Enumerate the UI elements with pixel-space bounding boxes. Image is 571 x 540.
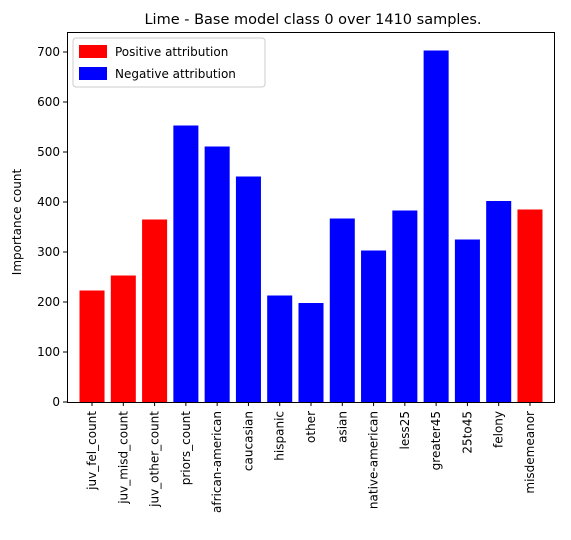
bar-hispanic [267, 295, 293, 402]
x-tick-label: native-american [367, 411, 381, 509]
bars-group [79, 50, 543, 402]
legend-label: Negative attribution [115, 67, 236, 81]
x-tick-label: asian [335, 411, 349, 443]
x-tick-label: 25to45 [460, 411, 474, 454]
legend-box [72, 37, 266, 88]
y-tick-label: 400 [37, 195, 60, 209]
x-tick-label: caucasian [241, 411, 255, 471]
bar-caucasian [235, 176, 261, 402]
y-tick-label: 600 [37, 95, 60, 109]
x-tick-label: greater45 [429, 411, 443, 470]
legend-swatch [79, 45, 107, 58]
bar-priors_count [173, 125, 199, 402]
bar-juv_misd_count [110, 275, 136, 402]
bar-juv_other_count [142, 219, 168, 402]
bar-african-american [204, 146, 230, 402]
y-tick-label: 0 [52, 395, 60, 409]
bar-greater45 [423, 50, 449, 402]
x-tick-label: less25 [398, 411, 412, 450]
x-tick-label: felony [492, 411, 506, 448]
bar-felony [486, 201, 512, 402]
bar-asian [329, 218, 355, 402]
bar-misdemeanor [517, 209, 543, 402]
y-tick-label: 300 [37, 245, 60, 259]
bar-25to45 [454, 239, 480, 402]
chart-title: Lime - Base model class 0 over 1410 samp… [144, 12, 481, 28]
x-tick-label: juv_other_count [148, 411, 162, 508]
y-tick-label: 200 [37, 295, 60, 309]
bar-native-american [361, 250, 387, 402]
y-axis-ticks: 0 100 200 300 400 500 600 700 [37, 45, 67, 409]
y-tick-label: 700 [37, 45, 60, 59]
y-tick-label: 500 [37, 145, 60, 159]
plot-frame [67, 32, 555, 403]
x-tick-label: misdemeanor [523, 411, 537, 494]
bar-other [298, 303, 324, 402]
x-tick-label: other [304, 411, 318, 443]
bar-less25 [392, 210, 418, 402]
x-tick-label: hispanic [273, 411, 287, 461]
x-axis-ticks: juv_fel_count juv_misd_count juv_other_cou… [85, 402, 537, 513]
legend: Positive attribution Negative attribution [72, 37, 266, 88]
legend-label: Positive attribution [115, 45, 228, 59]
x-tick-label: juv_fel_count [85, 411, 99, 491]
x-tick-label: juv_misd_count [116, 411, 130, 505]
legend-swatch [79, 67, 107, 80]
bar-juv_fel_count [79, 290, 105, 402]
x-tick-label: priors_count [179, 411, 193, 486]
y-tick-label: 100 [37, 345, 60, 359]
x-tick-label: african-american [210, 411, 224, 513]
y-axis-label: Importance count [10, 168, 24, 275]
